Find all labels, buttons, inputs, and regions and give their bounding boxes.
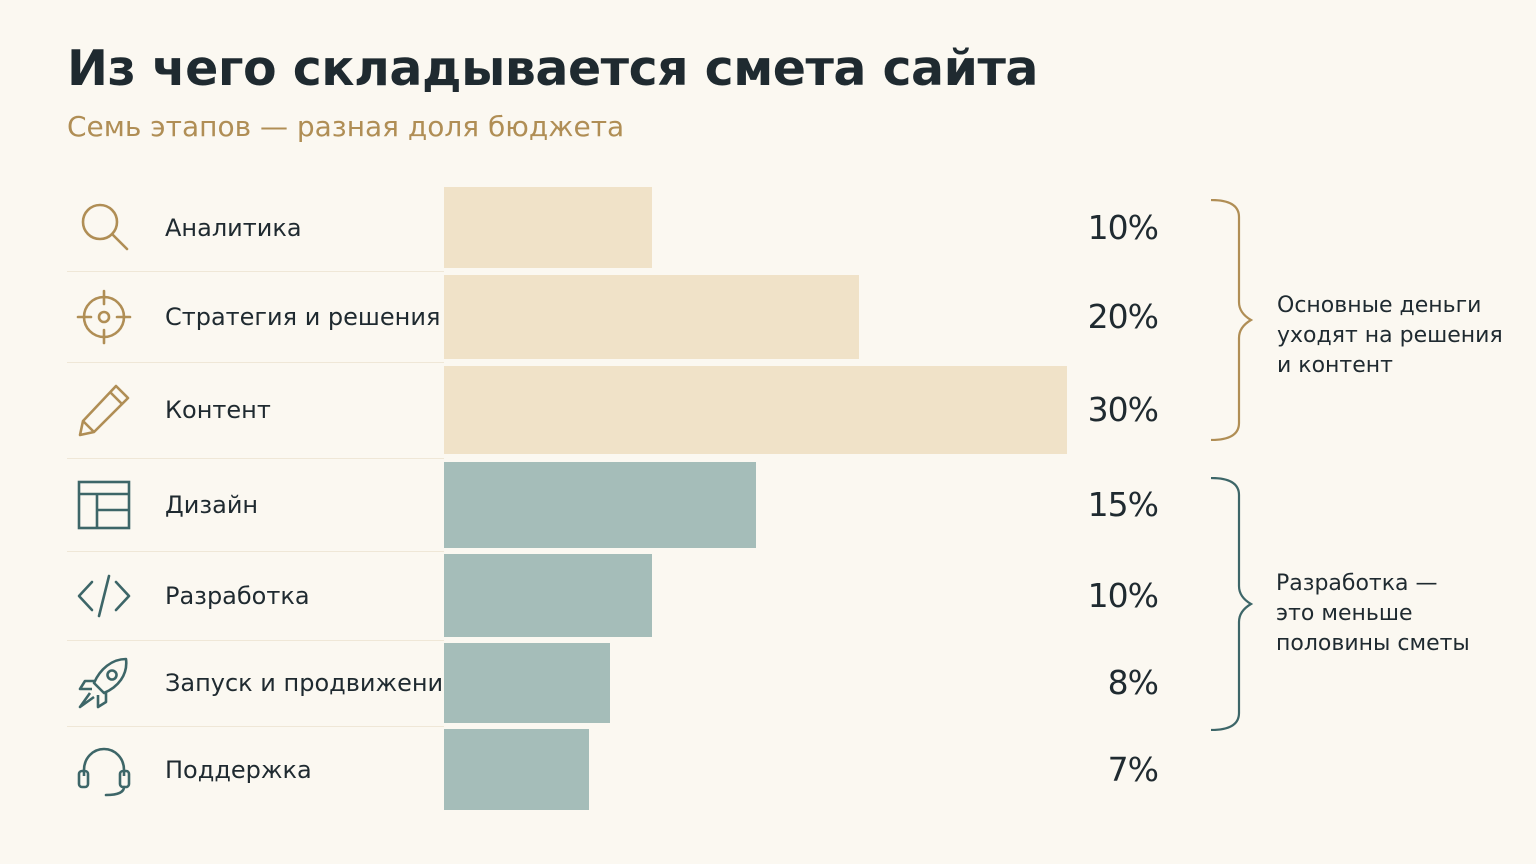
- chart-row: Запуск и продвижение 8%: [0, 643, 1536, 723]
- brace-main-group: [1205, 199, 1265, 441]
- value-label: 7%: [1107, 749, 1159, 789]
- chart-row: Контент 30%: [0, 366, 1536, 454]
- bar: [444, 643, 610, 723]
- note-main-line-1: Основные деньги: [1277, 293, 1482, 318]
- row-divider: [67, 458, 444, 459]
- chart-row: Дизайн 15%: [0, 462, 1536, 548]
- category-label: Стратегия и решения: [165, 303, 441, 331]
- target-icon: [76, 289, 132, 345]
- value-label: 10%: [1087, 207, 1159, 247]
- search-icon: [76, 200, 132, 256]
- value-label: 10%: [1087, 575, 1159, 615]
- bar: [444, 187, 652, 268]
- value-label: 30%: [1087, 390, 1159, 429]
- note-dev-line-2: это меньше: [1276, 601, 1413, 626]
- category-label: Поддержка: [165, 755, 312, 784]
- row-divider: [67, 551, 444, 552]
- pencil-icon: [76, 382, 132, 438]
- note-dev-group: Разработка — это меньше половины сметы: [1276, 569, 1470, 659]
- category-label: Контент: [165, 396, 271, 424]
- bar: [444, 366, 1067, 454]
- note-main-group: Основные деньги уходят на решения и конт…: [1277, 291, 1503, 381]
- bar: [444, 729, 589, 810]
- value-label: 8%: [1107, 663, 1159, 702]
- row-divider: [67, 726, 444, 727]
- note-main-line-2: уходят на решения: [1277, 323, 1503, 348]
- layout-icon: [76, 477, 132, 533]
- value-label: 15%: [1087, 485, 1159, 524]
- rocket-icon: [76, 655, 132, 711]
- chart-row: Поддержка 7%: [0, 729, 1536, 810]
- note-main-line-3: и контент: [1277, 353, 1393, 378]
- note-dev-line-1: Разработка —: [1276, 571, 1438, 596]
- category-label: Разработка: [165, 581, 310, 610]
- note-dev-line-3: половины сметы: [1276, 631, 1470, 656]
- row-divider: [67, 640, 444, 641]
- row-divider: [67, 362, 444, 363]
- headset-icon: [76, 742, 132, 798]
- chart-row: Аналитика 10%: [0, 187, 1536, 268]
- bar: [444, 554, 652, 637]
- category-label: Запуск и продвижение: [165, 669, 458, 697]
- category-label: Дизайн: [165, 491, 259, 519]
- category-label: Аналитика: [165, 213, 302, 242]
- value-label: 20%: [1087, 297, 1159, 336]
- chart-row: Разработка 10%: [0, 554, 1536, 637]
- bar: [444, 275, 859, 359]
- page-title: Из чего складывается смета сайта: [67, 40, 1038, 97]
- chart-row: Стратегия и решения 20%: [0, 275, 1536, 359]
- code-icon: [76, 568, 132, 624]
- brace-dev-group: [1205, 477, 1265, 731]
- page-subtitle: Семь этапов — разная доля бюджета: [67, 110, 625, 143]
- bar: [444, 462, 756, 548]
- row-divider: [67, 271, 444, 272]
